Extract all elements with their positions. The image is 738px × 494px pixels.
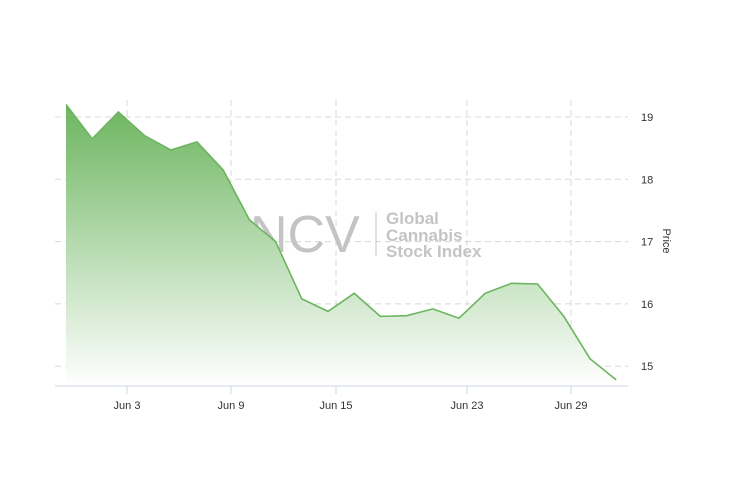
y-tick-label: 16 — [641, 299, 653, 311]
y-tick-label: 19 — [641, 112, 653, 124]
price-area — [66, 104, 617, 386]
price-line — [65, 104, 617, 381]
x-tick-label: Jun 3 — [114, 400, 141, 412]
watermark-line-3: Stock Index — [386, 242, 482, 261]
y-tick-label: 17 — [641, 237, 653, 249]
x-axis: Jun 3 Jun 9 Jun 15 Jun 23 Jun 29 — [114, 386, 588, 412]
x-tick-label: Jun 23 — [450, 400, 483, 412]
watermark-line-2: Cannabis — [386, 226, 463, 245]
x-tick-label: Jun 15 — [319, 400, 352, 412]
x-tick-label: Jun 9 — [218, 400, 245, 412]
y-axis: 15 16 17 18 19 — [641, 112, 653, 373]
y-axis-title: Price — [660, 228, 672, 253]
x-tick-label: Jun 29 — [554, 400, 587, 412]
watermark: NCV Global Cannabis Stock Index — [250, 206, 482, 264]
watermark-line-1: Global — [386, 209, 439, 228]
y-tick-label: 15 — [641, 361, 653, 373]
y-tick-label: 18 — [641, 174, 653, 186]
